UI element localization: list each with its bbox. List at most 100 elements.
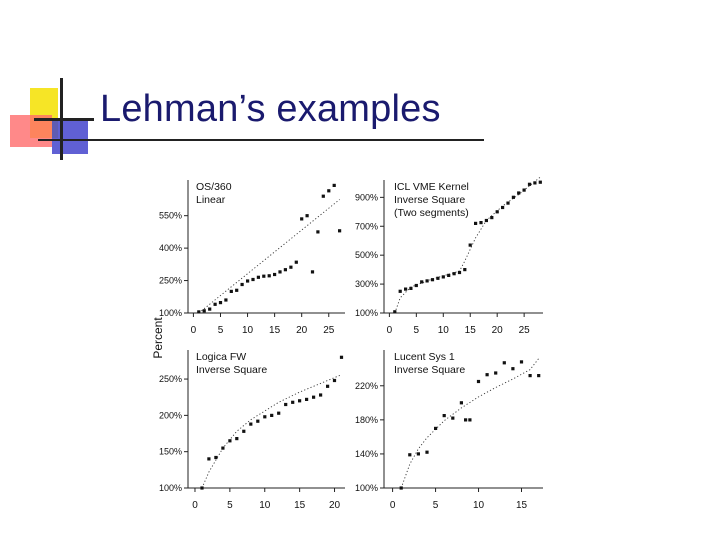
chart2-data-point [511, 195, 515, 199]
chart1-data-point [224, 298, 228, 302]
chart1-data-point [289, 265, 293, 269]
chart4-data-point [434, 426, 438, 430]
chart1-data-point [202, 309, 206, 313]
chart2-data-point [398, 289, 402, 293]
slide-title: Lehman’s examples [100, 88, 441, 130]
chart4-y-tick-label: 100% [355, 483, 378, 493]
chart3-x-tick-label: 10 [259, 500, 271, 511]
chart1-data-point [267, 274, 271, 278]
chart3-data-point [270, 413, 274, 417]
chart4-data-point [494, 371, 498, 375]
chart2-data-point [452, 272, 456, 276]
chart4-data-point [476, 379, 481, 384]
chart1-data-point [332, 183, 336, 187]
chart4-y-tick-label: 180% [355, 415, 378, 425]
chart2-data-point [393, 310, 397, 314]
chart4-data-point [416, 452, 420, 456]
chart1-data-point [283, 268, 287, 272]
chart2-data-point [425, 279, 429, 283]
chart1-data-point [300, 217, 304, 221]
chart2-data-point [474, 221, 478, 225]
chart1-x-tick-label: 25 [323, 325, 335, 336]
chart3-y-tick-label: 250% [159, 374, 182, 384]
chart1-legend-text: OS/360 [196, 181, 232, 193]
chart1-data-point [229, 289, 233, 293]
chart1-data-point [197, 310, 201, 314]
chart1-data-point [321, 194, 325, 198]
chart2-data-point [468, 243, 472, 247]
chart2-x-tick-label: 0 [387, 325, 393, 336]
chart1-x-tick-label: 20 [296, 325, 308, 336]
chart3-data-point [235, 437, 239, 441]
chart2-x-tick-label: 15 [465, 325, 477, 336]
chart1-data-point [294, 260, 298, 264]
chart2-data-point [436, 276, 440, 280]
chart2-x-tick-label: 10 [438, 325, 450, 336]
chart1-data-point [208, 307, 212, 311]
chart2-y-tick-label: 100% [355, 308, 378, 318]
chart1-data-point [273, 272, 277, 277]
chart4-y-tick-label: 140% [355, 449, 378, 459]
chart2-data-point [527, 182, 532, 186]
chart2-y-tick-label: 500% [355, 250, 378, 260]
chart3-x-tick-label: 20 [329, 500, 341, 511]
chart3-data-point [326, 384, 330, 388]
chart3-data-point [305, 397, 309, 401]
title-underline [38, 139, 484, 141]
chart1-y-tick-label: 400% [159, 243, 182, 253]
chart4-data-point [399, 486, 403, 490]
chart2-data-point [533, 181, 537, 185]
chart3-data-point [214, 455, 218, 460]
chart4-trend-line [400, 358, 540, 489]
chart3-x-tick-label: 0 [192, 500, 198, 511]
chart1-data-point [262, 274, 266, 278]
chart1-data-point [338, 229, 342, 233]
chart4-y-tick-label: 220% [355, 381, 378, 391]
chart3-y-tick-label: 200% [159, 410, 182, 420]
chart2-data-point [430, 278, 435, 282]
chart2-data-point [501, 205, 505, 210]
chart1-data-point [240, 282, 244, 287]
chart2-data-point [404, 287, 408, 291]
chart4-x-tick-label: 0 [390, 500, 396, 511]
chart2-data-point [517, 191, 521, 195]
chart1-data-point [246, 279, 250, 283]
chart4-data-point [459, 401, 463, 405]
chart3-legend-text: Inverse Square [196, 364, 267, 376]
chart1-y-tick-label: 250% [159, 276, 182, 286]
chart2-data-point [457, 270, 462, 275]
chart2-data-point [484, 218, 488, 223]
chart4-x-tick-label: 15 [516, 500, 528, 511]
chart3-data-point [221, 446, 225, 450]
chart2-data-point [409, 286, 413, 290]
chart3-data-point [263, 415, 267, 419]
chart2-data-point [441, 275, 445, 279]
chart3-data-point [284, 402, 288, 407]
chart2-legend-text: (Two segments) [394, 207, 469, 219]
chart4-data-point [451, 416, 455, 420]
chart2-y-tick-label: 300% [355, 279, 378, 289]
chart1-data-point [218, 301, 223, 305]
chart3-data-point [277, 411, 281, 415]
chart4-data-point [502, 361, 506, 365]
chart3-trend-line [201, 374, 342, 489]
chart3-data-point [298, 399, 302, 403]
chart1-data-point [251, 277, 255, 282]
slide-logo-icon [10, 78, 94, 160]
chart4-legend-text: Inverse Square [394, 364, 465, 376]
chart3-data-point [291, 400, 295, 404]
chart2-data-point [538, 180, 542, 184]
chart2-data-point [479, 221, 483, 225]
chart1-y-tick-label: 550% [159, 211, 182, 221]
chart4-data-point [485, 373, 489, 377]
chart4-data-point [408, 453, 412, 457]
chart2-data-point [495, 210, 499, 214]
chart1-x-tick-label: 0 [191, 325, 197, 336]
chart1-data-point [316, 230, 320, 234]
chart1-data-point [256, 275, 260, 279]
chart1-data-point [310, 270, 315, 274]
chart2-data-point [414, 283, 418, 288]
chart4-data-point [442, 414, 446, 418]
chart3-legend-text: Logica FW [196, 351, 246, 363]
